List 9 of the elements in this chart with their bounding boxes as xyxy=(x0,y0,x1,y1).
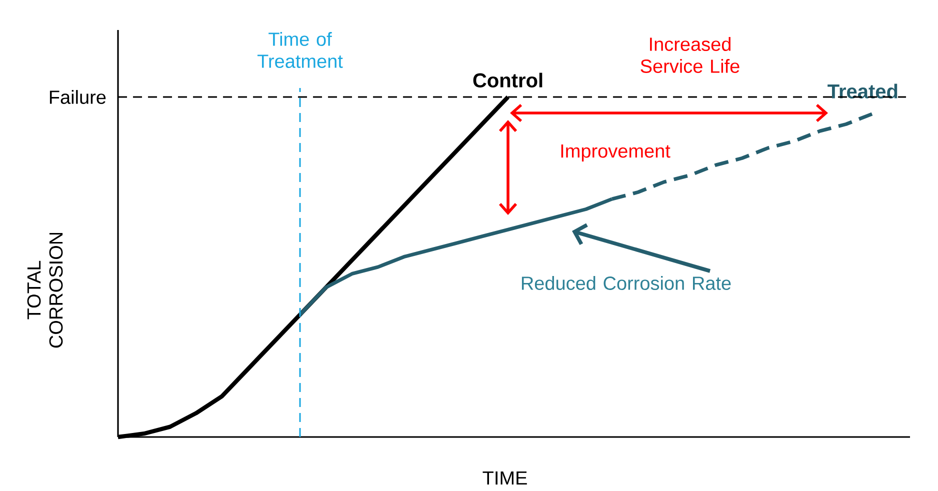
x-axis-title: TIME xyxy=(482,471,527,485)
series-label: Control xyxy=(473,72,542,88)
y-axis-title: TOTAL CORROSION xyxy=(27,232,63,348)
text: Increased Service Life xyxy=(640,37,740,73)
series-label: Treated xyxy=(828,84,898,98)
annotation: Reduced Corrosion Rate xyxy=(522,276,731,290)
ref-line-label: Failure xyxy=(50,90,106,104)
text: Time of Treatment xyxy=(257,32,343,68)
annotation: Improvement xyxy=(561,144,670,162)
